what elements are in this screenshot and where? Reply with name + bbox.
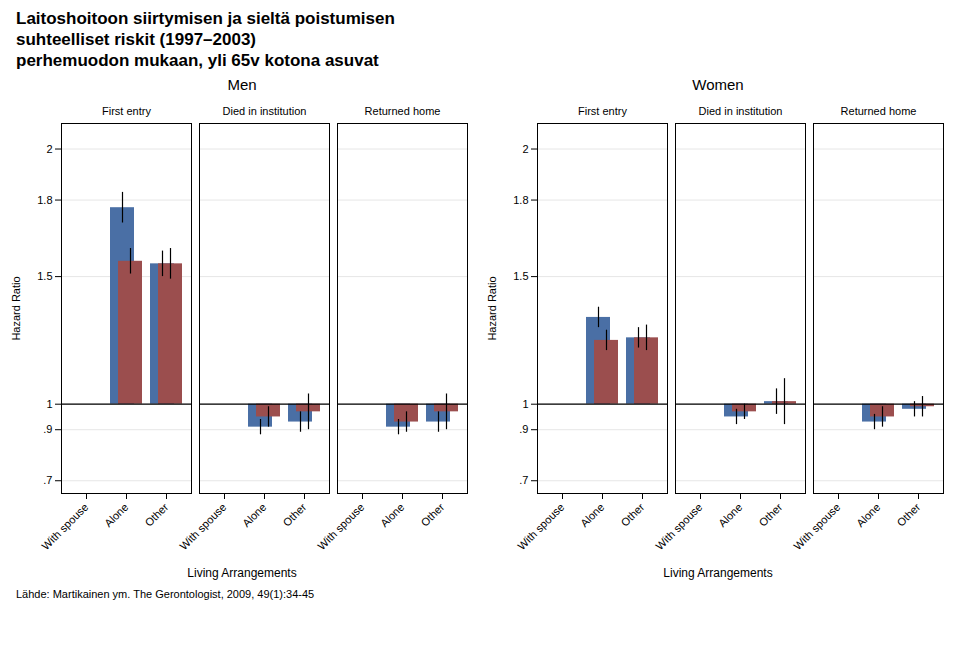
svg-text:.7: .7 xyxy=(43,474,52,486)
svg-text:Alone: Alone xyxy=(854,501,882,529)
svg-text:Hazard Ratio: Hazard Ratio xyxy=(486,276,498,340)
html-text:perhemuodon mukaan, yli 65v ko: perhemuodon mukaan, yli 65v kotona asuva… xyxy=(16,51,379,70)
svg-text:Other: Other xyxy=(142,501,170,529)
html-text:Living Arrangements: Living Arrangements xyxy=(187,566,297,580)
html-text:Women: Women xyxy=(692,76,744,93)
svg-text:1.8: 1.8 xyxy=(37,194,52,206)
html-text:Lähde: Martikainen ym. The Ger: Lähde: Martikainen ym. The Gerontologist… xyxy=(16,588,315,600)
html-text:Living Arrangements: Living Arrangements xyxy=(663,566,773,580)
svg-text:With spouse: With spouse xyxy=(515,501,566,552)
svg-text:.9: .9 xyxy=(519,423,528,435)
svg-text:First entry: First entry xyxy=(102,105,151,117)
svg-text:Died in institution: Died in institution xyxy=(223,105,307,117)
svg-text:2: 2 xyxy=(522,143,528,155)
svg-text:1: 1 xyxy=(46,398,52,410)
svg-text:Other: Other xyxy=(618,501,646,529)
svg-text:Other: Other xyxy=(756,501,784,529)
html-text:Laitoshoitoon siirtymisen ja s: Laitoshoitoon siirtymisen ja sieltä pois… xyxy=(16,9,395,28)
svg-text:Alone: Alone xyxy=(378,501,406,529)
svg-text:With spouse: With spouse xyxy=(39,501,90,552)
svg-text:With spouse: With spouse xyxy=(791,501,842,552)
svg-text:Alone: Alone xyxy=(578,501,606,529)
svg-text:Hazard Ratio: Hazard Ratio xyxy=(10,276,22,340)
svg-text:1.5: 1.5 xyxy=(513,270,528,282)
svg-text:Other: Other xyxy=(280,501,308,529)
svg-text:Returned home: Returned home xyxy=(841,105,917,117)
svg-text:1: 1 xyxy=(522,398,528,410)
svg-text:2: 2 xyxy=(46,143,52,155)
svg-text:Other: Other xyxy=(894,501,922,529)
svg-text:Alone: Alone xyxy=(240,501,268,529)
svg-text:With spouse: With spouse xyxy=(653,501,704,552)
svg-text:With spouse: With spouse xyxy=(315,501,366,552)
svg-text:1.8: 1.8 xyxy=(513,194,528,206)
html-text:Men: Men xyxy=(227,76,257,93)
svg-text:.7: .7 xyxy=(519,474,528,486)
svg-text:Alone: Alone xyxy=(102,501,130,529)
svg-text:Returned home: Returned home xyxy=(365,105,441,117)
svg-text:First entry: First entry xyxy=(578,105,627,117)
svg-text:Died in institution: Died in institution xyxy=(699,105,783,117)
svg-text:1.5: 1.5 xyxy=(37,270,52,282)
svg-text:With spouse: With spouse xyxy=(177,501,228,552)
html-text:suhteelliset riskit (1997–2003: suhteelliset riskit (1997–2003) xyxy=(16,30,256,49)
svg-text:.9: .9 xyxy=(43,423,52,435)
svg-text:Alone: Alone xyxy=(716,501,744,529)
svg-text:Other: Other xyxy=(418,501,446,529)
